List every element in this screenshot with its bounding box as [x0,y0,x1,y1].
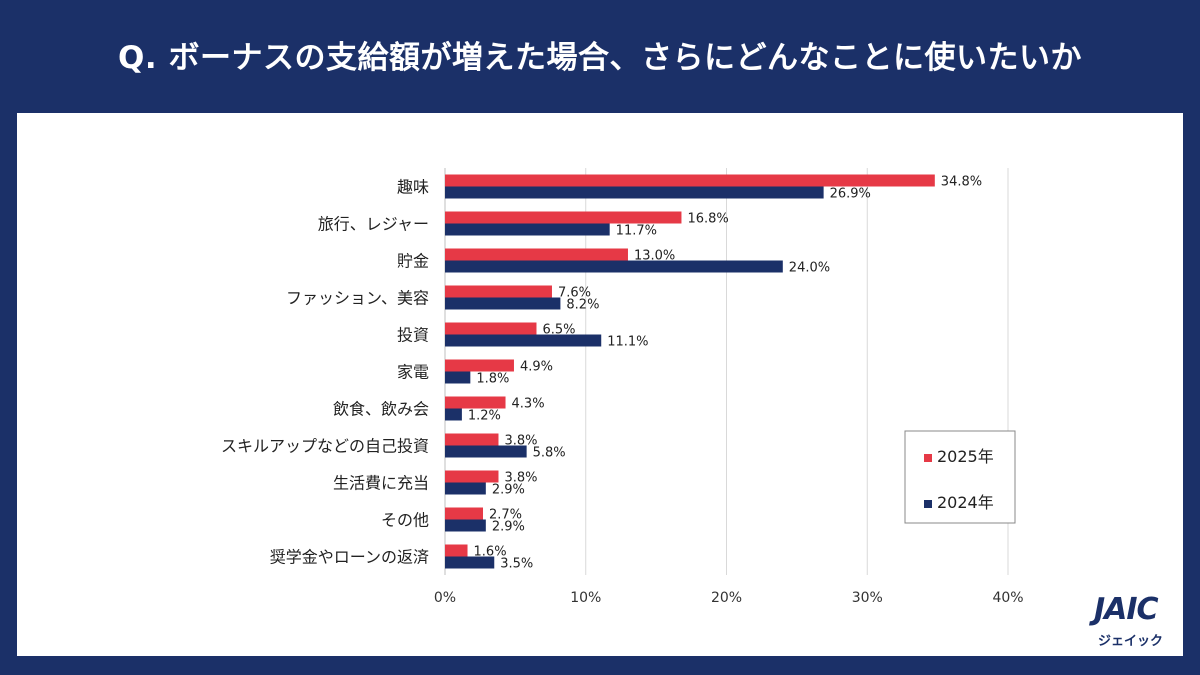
bar [445,359,514,372]
bar [445,285,552,298]
data-label: 4.9% [520,360,553,375]
data-label: 3.8% [504,434,537,449]
x-tick-label: 30% [852,590,883,606]
data-label: 2.9% [492,483,525,498]
legend-box [904,430,1016,524]
page-title: Q. ボーナスの支給額が増えた場合、さらにどんなことに使いたいか [118,40,1082,76]
bar [445,186,824,199]
data-label: 11.7% [616,224,657,239]
legend-label: 2025年 [937,447,994,466]
bar [445,396,506,409]
data-label: 1.8% [476,372,509,387]
chart-panel: 0% 10% 20% 30% 40% 趣味 34.8% 26.9% 旅行、レジャー 16.8% 11… [17,113,1183,656]
logo-subtitle: ジェイック [1098,634,1164,649]
legend-swatch [924,454,932,462]
data-label: 1.6% [474,545,507,560]
category-label: その他 [381,511,429,530]
data-label: 5.8% [533,446,566,461]
x-tick-label: 20% [711,590,742,606]
data-label: 7.6% [558,286,591,301]
bar [445,297,561,310]
category-label: 生活費に充当 [333,474,429,493]
category-label: 奨学金やローンの返済 [270,548,429,567]
category-label: ファッション、美容 [286,289,429,308]
bar [445,556,495,569]
data-label: 13.0% [634,249,675,264]
bar [445,211,682,224]
bar [445,470,499,483]
data-label: 16.8% [687,212,728,227]
bar [445,371,471,384]
data-label: 26.9% [830,187,871,202]
category-label: 家電 [397,363,429,382]
data-label: 34.8% [941,175,982,190]
category-label: 趣味 [397,178,429,197]
data-label: 1.2% [468,409,501,424]
category-label: スキルアップなどの自己投資 [221,437,429,456]
logo-mark: JAIC [1094,592,1159,627]
data-label: 6.5% [542,323,575,338]
data-label: 8.2% [566,298,599,313]
bar [445,519,486,532]
legend-label: 2024年 [937,493,994,512]
bar [445,507,484,520]
bar [445,445,527,458]
data-label: 3.8% [504,471,537,486]
bar [445,322,537,335]
bar [445,408,462,421]
company-logo: JAIC ジェイック [1094,592,1184,652]
data-label: 4.3% [512,397,545,412]
bar [445,248,628,261]
bar [445,334,602,347]
bar [445,482,486,495]
data-label: 2.9% [492,520,525,535]
data-label: 2.7% [489,508,522,523]
bar-chart: 0% 10% 20% 30% 40% 趣味 34.8% 26.9% 旅行、レジャー 16.8% 11… [221,168,1024,606]
category-label: 旅行、レジャー [318,215,429,234]
bar [445,260,783,273]
category-label: 投資 [397,326,429,345]
x-tick-label: 40% [992,590,1023,606]
bar [445,544,468,557]
data-label: 24.0% [789,261,830,276]
x-tick-label: 0% [434,590,456,606]
data-label: 11.1% [607,335,648,350]
bar [445,223,610,236]
category-label: 貯金 [397,252,429,271]
bar [445,174,935,187]
x-tick-label: 10% [570,590,601,606]
data-label: 3.5% [500,557,533,572]
category-label: 飲食、飲み会 [333,400,429,419]
bar [445,433,499,446]
legend-swatch [924,500,932,508]
